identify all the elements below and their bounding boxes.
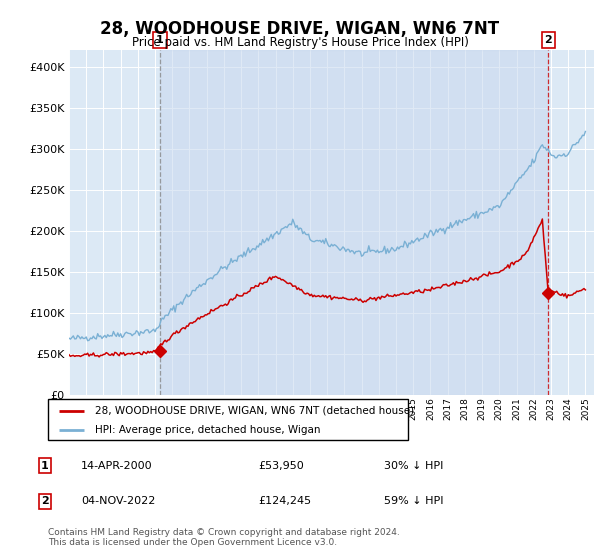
Text: 30% ↓ HPI: 30% ↓ HPI (384, 461, 443, 471)
Text: 04-NOV-2022: 04-NOV-2022 (81, 496, 155, 506)
Text: 28, WOODHOUSE DRIVE, WIGAN, WN6 7NT: 28, WOODHOUSE DRIVE, WIGAN, WN6 7NT (100, 20, 500, 38)
Text: Contains HM Land Registry data © Crown copyright and database right 2024.
This d: Contains HM Land Registry data © Crown c… (48, 528, 400, 547)
Text: 1: 1 (41, 461, 49, 471)
Text: HPI: Average price, detached house, Wigan: HPI: Average price, detached house, Wiga… (95, 424, 320, 435)
Text: 59% ↓ HPI: 59% ↓ HPI (384, 496, 443, 506)
Text: 14-APR-2000: 14-APR-2000 (81, 461, 152, 471)
Bar (160, 50, 548, 395)
Text: 2: 2 (41, 496, 49, 506)
Text: 2: 2 (544, 35, 552, 45)
Text: £124,245: £124,245 (258, 496, 311, 506)
Text: 28, WOODHOUSE DRIVE, WIGAN, WN6 7NT (detached house): 28, WOODHOUSE DRIVE, WIGAN, WN6 7NT (det… (95, 405, 414, 416)
Text: Price paid vs. HM Land Registry's House Price Index (HPI): Price paid vs. HM Land Registry's House … (131, 36, 469, 49)
Text: £53,950: £53,950 (258, 461, 304, 471)
Text: 1: 1 (156, 35, 164, 45)
